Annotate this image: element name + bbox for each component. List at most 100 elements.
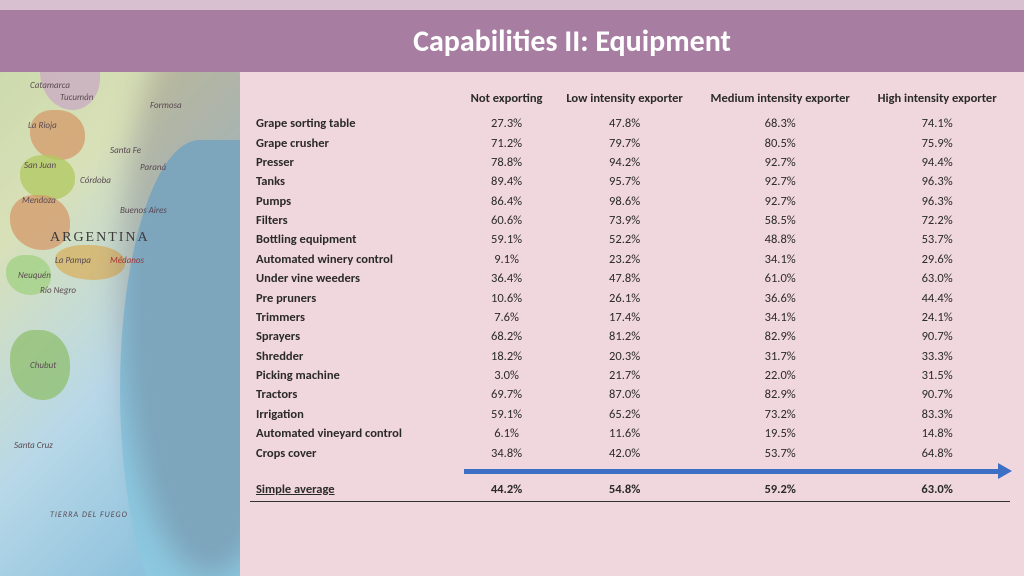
- table-row: Bottling equipment59.1%52.2%48.8%53.7%: [250, 230, 1010, 249]
- cell-value: 10.6%: [460, 288, 553, 307]
- cell-value: 95.7%: [553, 172, 696, 191]
- row-label: Automated winery control: [250, 250, 460, 269]
- cell-value: 58.5%: [696, 211, 864, 230]
- cell-value: 11.6%: [553, 424, 696, 443]
- cell-value: 74.1%: [864, 114, 1010, 133]
- table-row: Crops cover34.8%42.0%53.7%64.8%: [250, 443, 1010, 462]
- row-label: Sprayers: [250, 327, 460, 346]
- cell-value: 19.5%: [696, 424, 864, 443]
- cell-value: 90.7%: [864, 327, 1010, 346]
- row-label: Pre pruners: [250, 288, 460, 307]
- table-row: Under vine weeders36.4%47.8%61.0%63.0%: [250, 269, 1010, 288]
- cell-value: 6.1%: [460, 424, 553, 443]
- cell-value: 89.4%: [460, 172, 553, 191]
- table-row: Filters60.6%73.9%58.5%72.2%: [250, 211, 1010, 230]
- map-label: San Juan: [24, 160, 56, 171]
- table-row: Tractors69.7%87.0%82.9%90.7%: [250, 385, 1010, 404]
- cell-value: 29.6%: [864, 250, 1010, 269]
- row-label: Grape sorting table: [250, 114, 460, 133]
- cell-value: 48.8%: [696, 230, 864, 249]
- slide: Jujuy Salta Catamarca Tucumán Formosa La…: [0, 0, 1024, 576]
- cell-value: 34.1%: [696, 308, 864, 327]
- row-label: Picking machine: [250, 366, 460, 385]
- cell-value: 59.1%: [460, 230, 553, 249]
- cell-value: 53.7%: [864, 230, 1010, 249]
- cell-value: 52.2%: [553, 230, 696, 249]
- top-strip: [0, 0, 1024, 10]
- cell-value: 24.1%: [864, 308, 1010, 327]
- row-label: Shredder: [250, 347, 460, 366]
- table-row: Pumps86.4%98.6%92.7%96.3%: [250, 192, 1010, 211]
- col-header: Medium intensity exporter: [696, 88, 864, 114]
- table-row: Automated vineyard control6.1%11.6%19.5%…: [250, 424, 1010, 443]
- map-label: Santa Cruz: [14, 440, 53, 451]
- cell-value: 36.6%: [696, 288, 864, 307]
- cell-value: 7.6%: [460, 308, 553, 327]
- cell-value: 73.9%: [553, 211, 696, 230]
- cell-value: 96.3%: [864, 172, 1010, 191]
- row-label: Tractors: [250, 385, 460, 404]
- map-label: Córdoba: [80, 175, 111, 186]
- cell-value: 73.2%: [696, 405, 864, 424]
- cell-value: 90.7%: [864, 385, 1010, 404]
- cell-value: 47.8%: [553, 114, 696, 133]
- table-row: Sprayers68.2%81.2%82.9%90.7%: [250, 327, 1010, 346]
- cell-value: 68.2%: [460, 327, 553, 346]
- col-header: High intensity exporter: [864, 88, 1010, 114]
- table-row: Irrigation59.1%65.2%73.2%83.3%: [250, 405, 1010, 424]
- row-label: Automated vineyard control: [250, 424, 460, 443]
- average-value: 44.2%: [460, 476, 553, 502]
- cell-value: 83.3%: [864, 405, 1010, 424]
- trend-arrow-icon: [464, 469, 1002, 474]
- average-value: 54.8%: [553, 476, 696, 502]
- cell-value: 80.5%: [696, 133, 864, 152]
- cell-value: 63.0%: [864, 269, 1010, 288]
- table-row: Pre pruners10.6%26.1%36.6%44.4%: [250, 288, 1010, 307]
- table-row: Automated winery control9.1%23.2%34.1%29…: [250, 250, 1010, 269]
- cell-value: 68.3%: [696, 114, 864, 133]
- header-blank: [250, 88, 460, 114]
- arrow-cell: [460, 463, 1010, 476]
- cell-value: 20.3%: [553, 347, 696, 366]
- cell-value: 36.4%: [460, 269, 553, 288]
- cell-value: 21.7%: [553, 366, 696, 385]
- cell-value: 60.6%: [460, 211, 553, 230]
- equipment-table: Not exporting Low intensity exporter Med…: [250, 88, 1010, 502]
- cell-value: 82.9%: [696, 385, 864, 404]
- cell-value: 65.2%: [553, 405, 696, 424]
- map-label: Tucumán: [60, 92, 93, 103]
- cell-value: 92.7%: [696, 172, 864, 191]
- average-value: 63.0%: [864, 476, 1010, 502]
- map-label: La Rioja: [28, 120, 57, 131]
- cell-value: 42.0%: [553, 443, 696, 462]
- cell-value: 33.3%: [864, 347, 1010, 366]
- cell-value: 78.8%: [460, 153, 553, 172]
- row-label: Grape crusher: [250, 133, 460, 152]
- cell-value: 61.0%: [696, 269, 864, 288]
- average-label: Simple average: [250, 476, 460, 502]
- cell-value: 34.8%: [460, 443, 553, 462]
- table-row: Presser78.8%94.2%92.7%94.4%: [250, 153, 1010, 172]
- map-panel: Jujuy Salta Catamarca Tucumán Formosa La…: [0, 0, 240, 576]
- cell-value: 44.4%: [864, 288, 1010, 307]
- arrow-row: [250, 463, 1010, 476]
- cell-value: 47.8%: [553, 269, 696, 288]
- slide-title: Capabilities II: Equipment: [293, 23, 731, 60]
- cell-value: 23.2%: [553, 250, 696, 269]
- map-label: Neuquén: [18, 270, 51, 281]
- map-label: Chubut: [30, 360, 56, 371]
- table-row: Tanks89.4%95.7%92.7%96.3%: [250, 172, 1010, 191]
- table-row: Grape crusher71.2%79.7%80.5%75.9%: [250, 133, 1010, 152]
- cell-value: 82.9%: [696, 327, 864, 346]
- cell-value: 64.8%: [864, 443, 1010, 462]
- cell-value: 27.3%: [460, 114, 553, 133]
- row-label: Filters: [250, 211, 460, 230]
- row-label: Presser: [250, 153, 460, 172]
- cell-value: 92.7%: [696, 192, 864, 211]
- cell-value: 22.0%: [696, 366, 864, 385]
- map-label: TIERRA DEL FUEGO: [50, 510, 128, 520]
- row-label: Crops cover: [250, 443, 460, 462]
- row-label: Trimmers: [250, 308, 460, 327]
- cell-value: 9.1%: [460, 250, 553, 269]
- table-row: Trimmers7.6%17.4%34.1%24.1%: [250, 308, 1010, 327]
